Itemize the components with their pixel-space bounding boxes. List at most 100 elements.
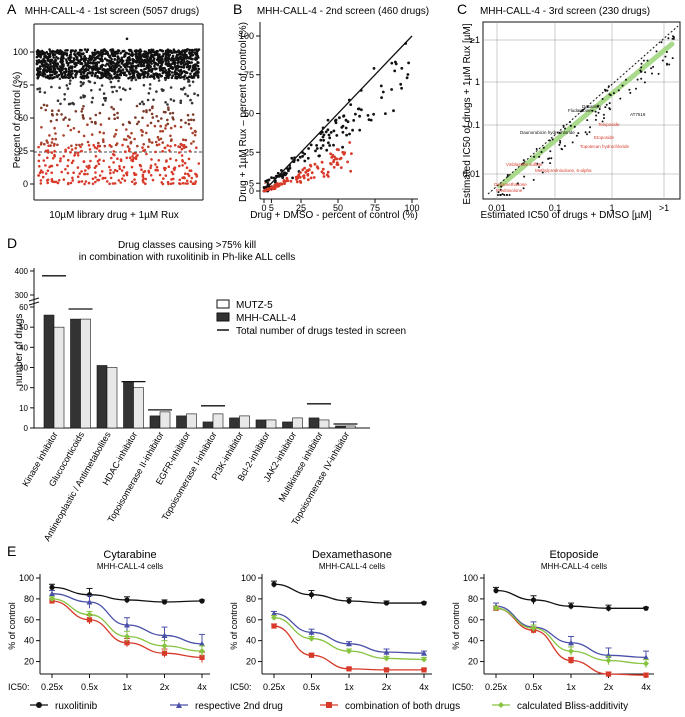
panel-a-point (101, 103, 105, 106)
panel-a-point (152, 50, 155, 53)
panel-b-point (333, 155, 336, 159)
panel-a-point (69, 181, 73, 185)
panel-a-point (42, 60, 45, 64)
panel-a-point (76, 151, 80, 155)
panel-a-point (113, 85, 116, 89)
panel-c-point (533, 155, 536, 158)
panel-b-point (314, 149, 317, 153)
panel-a-point (42, 68, 45, 72)
panel-a-point (124, 65, 128, 68)
panel-a-point (196, 93, 200, 97)
panel-a-point (154, 72, 158, 75)
bar-mutz-5 (133, 387, 144, 429)
panel-a-point (161, 141, 164, 144)
panel-a-point (58, 65, 62, 68)
panel-b-ytick-label: 0 (249, 186, 254, 196)
panel-b-point (346, 160, 349, 164)
panel-a-point (93, 81, 97, 85)
panel-b-point (348, 141, 352, 144)
panel-b-point (326, 118, 330, 122)
panel-a-ytick-label: 50 (18, 113, 28, 123)
panel-a-point (87, 181, 91, 185)
dose-point (493, 605, 499, 612)
panel-c-point (594, 118, 597, 121)
panel-c-frame (482, 21, 681, 200)
panel-a-point (71, 72, 74, 75)
panel-a-point (163, 146, 167, 150)
panel-c-point (573, 125, 576, 128)
panel-a-point (88, 61, 92, 65)
panel-a-point (157, 159, 161, 162)
panel-a-point (85, 165, 89, 168)
panel-a-point (156, 169, 159, 172)
panel-c-point (628, 88, 631, 91)
panel-a-point (76, 61, 80, 65)
panel-a-point (108, 144, 112, 147)
panel-a-point (69, 128, 73, 132)
panel-a-point (133, 137, 136, 141)
panel-a-point (60, 113, 63, 116)
panel-a-point (71, 76, 75, 80)
dose-chart-subtitle: MHH-CALL-4 cells (541, 562, 607, 571)
panel-a-point (128, 72, 132, 76)
panel-a-point (119, 158, 123, 161)
panel-a-point (150, 62, 153, 65)
panel-a-point (56, 99, 60, 102)
panel-c-point (579, 110, 582, 113)
dose-chart-ytick-label: 60 (246, 615, 256, 625)
panel-b-point (343, 151, 347, 155)
panel-a-point (44, 56, 48, 59)
panel-b-point (296, 176, 300, 180)
panel-c-point (535, 148, 538, 150)
panel-a-point (128, 147, 131, 151)
panel-a-point (116, 157, 119, 160)
panel-c-point (650, 67, 653, 70)
panel-a-point (164, 167, 167, 170)
panel-a-point (98, 88, 102, 91)
panel-a-point (183, 60, 186, 64)
panel-c-point (619, 97, 622, 100)
panel-b-point (329, 152, 332, 156)
panel-a-point (50, 73, 54, 77)
panel-a-point (164, 54, 168, 58)
panel-a-point (65, 70, 68, 73)
panel-b-point (320, 160, 324, 164)
legend-swatch-mhh-call-4 (216, 312, 230, 322)
panel-a-point (134, 53, 138, 57)
panel-b-point (280, 169, 283, 172)
panel-a-point (166, 48, 170, 51)
panel-a-point (93, 48, 97, 52)
panel-a-point (44, 172, 48, 175)
panel-b-xtick-label: 100 (404, 203, 419, 213)
panel-a-point (115, 89, 118, 93)
panel-b-point (337, 148, 340, 152)
panel-a-point (38, 165, 41, 168)
panel-a-point (87, 68, 90, 72)
dose-point (383, 649, 390, 655)
panel-a-point (45, 104, 49, 107)
panel-c-point (562, 124, 565, 127)
panel-a-point (103, 74, 107, 78)
panel-a-point (175, 71, 178, 75)
panel-b-point (328, 136, 332, 140)
panel-a-point (153, 77, 156, 80)
panel-a-point (73, 62, 76, 65)
panel-a-point (95, 147, 99, 150)
panel-b-xlabel: Drug + DMSO - percent of control (%) (250, 210, 418, 221)
panel-a-point (125, 173, 129, 177)
panel-a-point (170, 138, 173, 141)
dose-point (643, 660, 649, 667)
panel-a-point (123, 49, 126, 53)
panel-a-point (189, 76, 193, 79)
panel-a-point (63, 76, 67, 79)
panel-c-point (643, 81, 646, 84)
dose-chart-ytick-label: 80 (24, 594, 34, 604)
panel-a-point (46, 63, 50, 66)
panel-a-point (108, 67, 111, 71)
panel-a-point (41, 175, 45, 179)
panel-d-ytick-label: 0 (24, 424, 29, 433)
panel-a-point (42, 50, 45, 54)
panel-a-point (166, 71, 169, 75)
panel-a-point (157, 119, 160, 123)
panel-a-point (65, 52, 69, 55)
